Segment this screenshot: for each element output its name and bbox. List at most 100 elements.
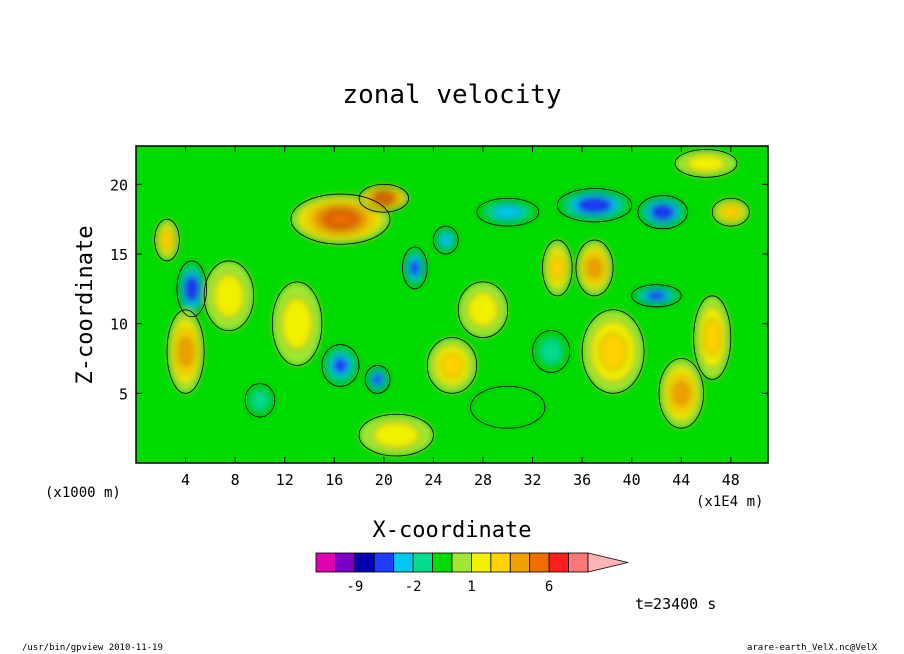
x-axis-ticks: 4 8 12 16 20 24 28 32 36 40 44 48 — [181, 146, 740, 489]
footer-right: arare-earth_VelX.nc@VelX — [747, 643, 878, 653]
colorbar-segment — [315, 552, 336, 573]
x-tick-label: 4 — [181, 471, 190, 489]
contour-line — [176, 260, 208, 318]
contour-line — [358, 413, 434, 457]
contour-region — [587, 257, 602, 278]
colorbar-segment — [471, 552, 492, 573]
contour-region — [372, 374, 383, 385]
colorbar-tick-label: 6 — [545, 579, 553, 595]
contour-line — [581, 309, 645, 394]
contour-line — [470, 385, 546, 429]
footer-left: /usr/bin/gpview 2010-11-19 — [22, 643, 163, 653]
contour-region — [655, 207, 671, 218]
contour-line — [426, 337, 478, 394]
chart-title: zonal velocity — [342, 80, 561, 110]
y-tick-label: 10 — [110, 316, 128, 334]
contour-region — [703, 318, 721, 357]
colorbar-segment — [412, 552, 433, 573]
x-tick-label: 36 — [573, 471, 591, 489]
contour-line — [476, 197, 540, 227]
contour-region — [539, 338, 563, 365]
y-axis-ticks: 5 10 15 20 — [110, 176, 768, 403]
colorbar-segment — [509, 552, 531, 573]
contour-line — [433, 225, 459, 255]
contour-region — [161, 230, 173, 250]
colorbar — [315, 552, 629, 573]
contour-region — [467, 292, 499, 328]
contour-line — [402, 246, 428, 290]
x-tick-label: 12 — [276, 471, 294, 489]
colorbar-segment — [432, 552, 453, 573]
y-axis-label: Z-coordinate — [73, 226, 98, 385]
contour-region — [281, 297, 313, 350]
x-tick-label: 24 — [424, 471, 442, 489]
contour-region — [178, 336, 193, 367]
time-label: t=23400 s — [635, 595, 716, 613]
x-tick-label: 20 — [375, 471, 393, 489]
contour-line — [154, 218, 180, 262]
contour-line — [166, 309, 205, 394]
x-tick-label: 8 — [231, 471, 240, 489]
contour-line — [556, 188, 633, 223]
x-axis-unit: (x1E4 m) — [696, 494, 763, 510]
x-tick-label: 48 — [722, 471, 740, 489]
contour-region — [493, 205, 522, 219]
y-tick-label: 5 — [119, 385, 128, 403]
x-tick-label: 32 — [524, 471, 542, 489]
colorbar-segment — [548, 552, 569, 573]
x-tick-label: 28 — [474, 471, 492, 489]
contour-line — [358, 183, 410, 213]
contour-line — [542, 239, 573, 297]
x-tick-label: 44 — [672, 471, 690, 489]
contour-line — [290, 193, 391, 245]
contour-line — [457, 281, 509, 338]
contour-line — [364, 365, 391, 394]
contour-region — [250, 389, 270, 411]
contour-line — [203, 260, 255, 332]
contour-region — [686, 154, 726, 173]
contour-line — [631, 284, 682, 308]
colorbar-segment — [451, 552, 472, 573]
contour-line — [711, 197, 750, 227]
contour-region — [439, 233, 452, 247]
contour-line — [693, 295, 732, 380]
colorbar-extension-arrow — [587, 552, 629, 573]
contour-line — [658, 358, 704, 429]
colorbar-segment — [393, 552, 414, 573]
contour-region — [673, 380, 690, 406]
contour-line — [532, 330, 571, 373]
y-tick-label: 15 — [110, 246, 128, 264]
colorbar-tick-label: -2 — [405, 579, 422, 595]
x-axis-label: X-coordinate — [373, 518, 532, 543]
contour-region — [550, 255, 565, 281]
plot-area — [135, 145, 769, 464]
contour-region — [722, 205, 740, 219]
y-axis-unit: (x1000 m) — [45, 485, 121, 501]
colorbar-segment — [568, 552, 589, 573]
colorbar-tick-label: 1 — [467, 579, 475, 595]
contour-region — [598, 332, 628, 371]
colorbar-segment — [373, 552, 395, 573]
contour-line — [244, 383, 276, 418]
colorbar-segment — [490, 552, 511, 573]
contour-region — [373, 421, 420, 449]
contour-line — [637, 195, 688, 230]
contour-region — [333, 357, 348, 374]
y-tick-label: 20 — [110, 176, 128, 194]
colorbar-segment — [335, 552, 356, 573]
contour-region — [410, 260, 420, 276]
contour-region — [187, 280, 197, 298]
colorbar-tick-labels: -9 -2 1 6 — [346, 579, 553, 595]
contour-line — [575, 239, 614, 297]
colorbar-segment — [529, 552, 550, 573]
contour-region — [213, 274, 245, 318]
contour-region — [377, 194, 391, 202]
plot-frame — [135, 145, 769, 464]
contour-region — [328, 212, 353, 226]
contour-line — [674, 149, 738, 178]
colorbar-segment — [354, 552, 375, 573]
contour-region — [583, 200, 606, 211]
contour-region — [440, 352, 464, 379]
contour-line — [321, 344, 360, 387]
